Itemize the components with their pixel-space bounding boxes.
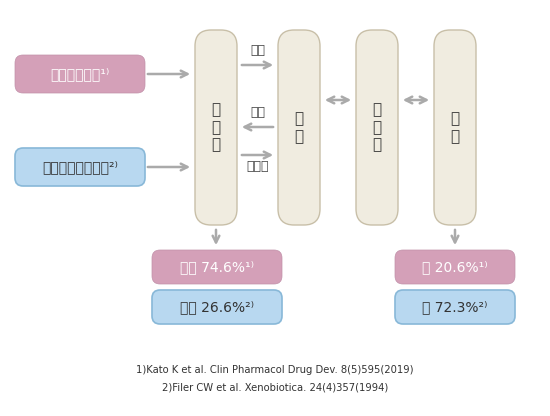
Text: ファムシクロビル²⁾: ファムシクロビル²⁾ (42, 160, 118, 174)
FancyBboxPatch shape (195, 30, 237, 225)
Text: 吸収: 吸収 (250, 44, 265, 57)
FancyBboxPatch shape (434, 30, 476, 225)
FancyBboxPatch shape (278, 30, 320, 225)
Text: 再吸収: 再吸収 (246, 160, 269, 173)
Text: 尿 20.6%¹⁾: 尿 20.6%¹⁾ (422, 260, 488, 274)
Text: 1)Kato K et al. Clin Pharmacol Drug Dev. 8(5)595(2019): 1)Kato K et al. Clin Pharmacol Drug Dev.… (136, 365, 414, 375)
Text: 腎
臓: 腎 臓 (450, 111, 460, 144)
FancyBboxPatch shape (395, 250, 515, 284)
Text: 胆汁: 胆汁 (250, 106, 265, 119)
FancyBboxPatch shape (395, 290, 515, 324)
FancyBboxPatch shape (15, 55, 145, 93)
FancyBboxPatch shape (356, 30, 398, 225)
Text: 消
化
管: 消 化 管 (211, 103, 221, 152)
Text: 尿 72.3%²⁾: 尿 72.3%²⁾ (422, 300, 488, 314)
Text: 2)Filer CW et al. Xenobiotica. 24(4)357(1994): 2)Filer CW et al. Xenobiotica. 24(4)357(… (162, 383, 388, 393)
Text: 糞便 26.6%²⁾: 糞便 26.6%²⁾ (180, 300, 254, 314)
Text: アメナメビル¹⁾: アメナメビル¹⁾ (50, 67, 109, 81)
Text: 肝
臓: 肝 臓 (294, 111, 304, 144)
FancyBboxPatch shape (152, 290, 282, 324)
Text: 循
環
血: 循 環 血 (372, 103, 382, 152)
FancyBboxPatch shape (152, 250, 282, 284)
FancyBboxPatch shape (15, 148, 145, 186)
Text: 糞便 74.6%¹⁾: 糞便 74.6%¹⁾ (180, 260, 254, 274)
